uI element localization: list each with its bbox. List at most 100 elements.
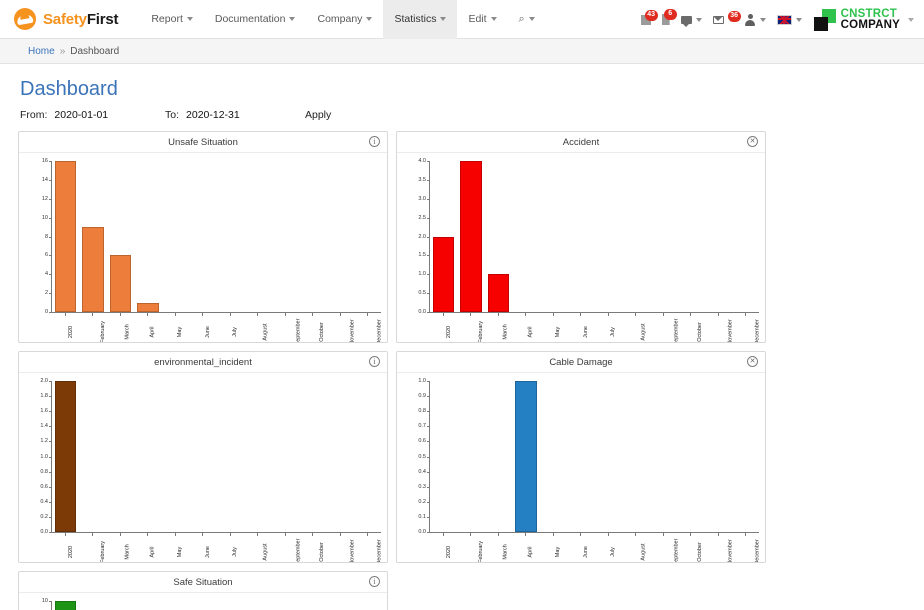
language-selector[interactable] bbox=[772, 11, 807, 29]
info-circle-icon[interactable]: i bbox=[369, 576, 380, 587]
bar-slot bbox=[134, 601, 161, 610]
bar-slot bbox=[299, 601, 326, 610]
bar-slot bbox=[512, 381, 539, 532]
bar-slot bbox=[189, 381, 216, 532]
x-axis-label: July bbox=[231, 327, 238, 337]
bar-slot bbox=[162, 161, 189, 312]
x-axis-tick: July bbox=[216, 533, 244, 562]
bar[interactable] bbox=[433, 236, 455, 312]
nav-item-edit[interactable]: Edit bbox=[457, 0, 507, 39]
close-circle-icon[interactable]: ✕ bbox=[747, 136, 758, 147]
y-axis-tick: 1.0 bbox=[418, 378, 430, 384]
bar[interactable] bbox=[137, 302, 159, 312]
nav-label-edit: Edit bbox=[468, 12, 487, 25]
y-axis-tick: 3.0 bbox=[418, 196, 430, 202]
mail-icon-button[interactable]: 36 bbox=[708, 10, 741, 28]
y-axis-tick: 1.2 bbox=[40, 438, 52, 444]
chart-panel: Safe Situation i 102020FebruaryMarchAprilM… bbox=[18, 571, 388, 610]
nav-item-report[interactable]: Report bbox=[140, 0, 204, 39]
nav-label-statistics: Statistics bbox=[394, 12, 437, 25]
x-axis-label: April bbox=[527, 546, 534, 558]
x-axis-tick: March bbox=[484, 533, 512, 562]
bar-slot bbox=[134, 161, 161, 312]
x-axis-label: August bbox=[640, 323, 647, 341]
chart-area: 4.0 3.5 3.0 2.5 2.0 1.5 1.0 0.5 0.0 2020 February M… bbox=[397, 153, 765, 342]
x-axis-tick: March bbox=[106, 533, 134, 562]
document-icon-button[interactable]: 6 bbox=[657, 9, 677, 29]
chart-panel: Unsafe Situation i 16 14 12 10 8 6 4 2 0 2020 Februa… bbox=[18, 131, 388, 343]
y-axis-tick: 0.4 bbox=[418, 469, 430, 475]
chevron-down-icon bbox=[289, 16, 296, 21]
nav-item-documentation[interactable]: Documentation bbox=[204, 0, 307, 39]
to-date-value[interactable]: 2020-12-31 bbox=[186, 109, 240, 121]
x-axis-tick: December bbox=[354, 313, 383, 342]
x-axis-tick: December bbox=[732, 313, 761, 342]
x-axis-tick: April bbox=[512, 533, 540, 562]
y-axis-tick: 0.2 bbox=[40, 514, 52, 520]
chart-area: 2.0 1.8 1.6 1.4 1.2 1.0 0.8 0.6 0.4 0.2 0.0 2020 Feb… bbox=[19, 373, 387, 562]
x-axis-label: April bbox=[527, 326, 534, 338]
apply-button[interactable]: Apply bbox=[305, 109, 332, 121]
x-axis-label: March bbox=[502, 544, 509, 560]
x-axis-label: December bbox=[754, 539, 761, 563]
bar[interactable] bbox=[55, 601, 77, 610]
x-axis-tick: October bbox=[677, 533, 705, 562]
y-axis-tick: 0.2 bbox=[418, 499, 430, 505]
y-axis-tick: 4.0 bbox=[418, 158, 430, 164]
company-logo-text: CNSTRCT COMPANY bbox=[841, 8, 900, 31]
bar[interactable] bbox=[487, 274, 510, 312]
flag-uk-icon bbox=[776, 14, 792, 25]
brand-logo[interactable]: SafetyFirst bbox=[14, 8, 119, 30]
board-icon-button[interactable]: 43 bbox=[636, 9, 658, 29]
x-axis-label: June bbox=[205, 326, 212, 338]
nav-item-statistics[interactable]: Statistics bbox=[383, 0, 458, 39]
x-axis-label: August bbox=[262, 323, 269, 341]
x-axis-tick: June bbox=[189, 533, 217, 562]
bar-slot bbox=[649, 381, 676, 532]
bar-slot bbox=[326, 601, 353, 610]
bar-slot bbox=[107, 601, 134, 610]
breadcrumb-home[interactable]: Home bbox=[28, 45, 55, 57]
nav-item-search[interactable]: ⌕ bbox=[508, 0, 546, 39]
bar-slot bbox=[244, 381, 271, 532]
y-axis-tick: 0.0 bbox=[418, 309, 430, 315]
company-logo[interactable]: CNSTRCT COMPANY bbox=[813, 8, 916, 31]
x-axis-label: June bbox=[583, 326, 590, 338]
x-axis-label: June bbox=[205, 546, 212, 558]
chat-icon bbox=[680, 15, 692, 27]
nav-item-company[interactable]: Company bbox=[306, 0, 383, 39]
bar[interactable] bbox=[55, 381, 77, 532]
close-circle-icon[interactable]: ✕ bbox=[747, 356, 758, 367]
from-date-value[interactable]: 2020-01-01 bbox=[54, 109, 109, 121]
board-icon bbox=[640, 14, 651, 25]
bar[interactable] bbox=[55, 161, 77, 312]
bar-slot bbox=[595, 381, 622, 532]
x-axis-tick: May bbox=[161, 313, 189, 342]
x-axis-tick: May bbox=[539, 313, 567, 342]
main-menu: Report Documentation Company Statistics … bbox=[140, 0, 545, 39]
user-icon-button[interactable] bbox=[740, 10, 771, 30]
info-circle-icon[interactable]: i bbox=[369, 136, 380, 147]
x-axis: 2020 February March April May June July August S… bbox=[429, 533, 761, 563]
bar[interactable] bbox=[515, 381, 537, 532]
bar-slot bbox=[485, 381, 512, 532]
bar[interactable] bbox=[82, 227, 104, 312]
bar-slot bbox=[189, 161, 216, 312]
bar[interactable] bbox=[460, 161, 482, 312]
y-axis-tick: 0.8 bbox=[418, 408, 430, 414]
bar[interactable] bbox=[109, 255, 132, 312]
y-axis-tick: 8 bbox=[45, 234, 53, 240]
info-circle-icon[interactable]: i bbox=[369, 356, 380, 367]
bar-slot bbox=[189, 601, 216, 610]
bar-slot bbox=[354, 381, 381, 532]
bar-slot bbox=[79, 601, 106, 610]
plot-area: 16 14 12 10 8 6 4 2 0 bbox=[42, 158, 381, 315]
bar-slot bbox=[271, 601, 298, 610]
bar-series bbox=[430, 161, 759, 312]
x-axis-label: May bbox=[554, 546, 561, 558]
chat-icon-button[interactable] bbox=[676, 12, 707, 28]
x-axis-tick: October bbox=[299, 533, 327, 562]
x-axis-tick: October bbox=[677, 313, 705, 342]
x-axis-label: July bbox=[231, 547, 238, 557]
chevron-down-icon bbox=[695, 17, 702, 22]
